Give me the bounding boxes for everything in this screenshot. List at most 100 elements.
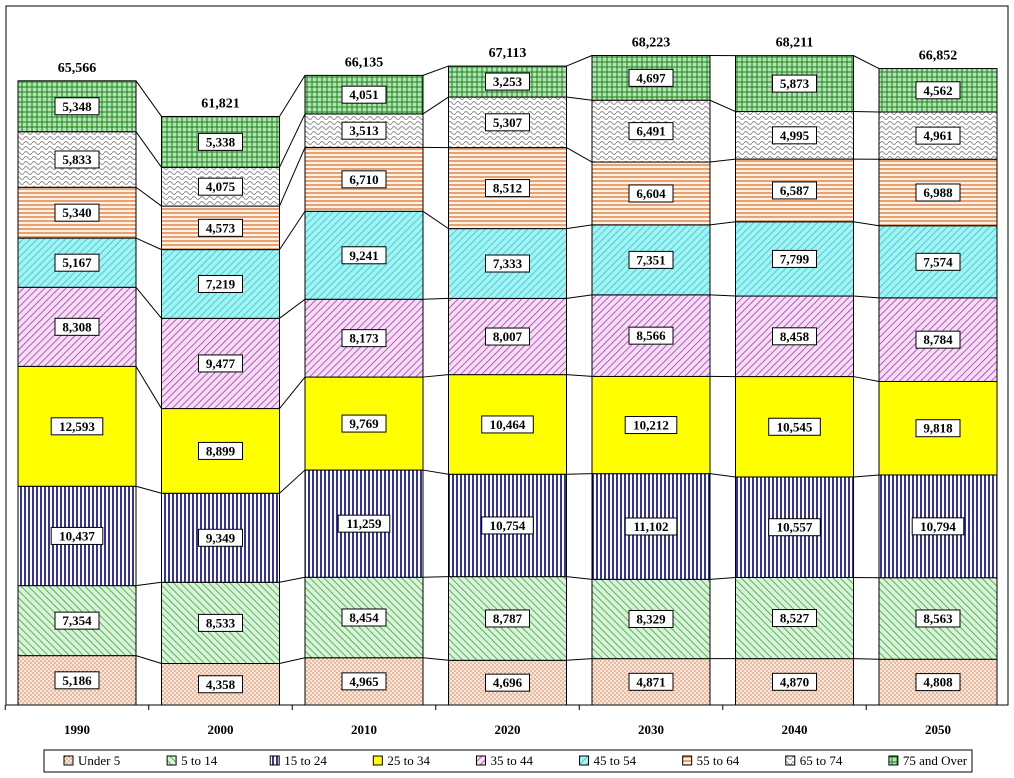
data-label-box bbox=[198, 274, 243, 293]
x-tick-label: 1990 bbox=[64, 722, 90, 737]
bar-segment-45-to-54-2000 bbox=[161, 249, 280, 319]
connector-line bbox=[279, 75, 306, 117]
data-label: 5,833 bbox=[62, 152, 92, 167]
data-label-box bbox=[485, 179, 530, 198]
connector-line bbox=[853, 221, 880, 227]
data-label-box bbox=[54, 253, 100, 272]
connector-line bbox=[853, 376, 880, 382]
data-label: 8,173 bbox=[349, 331, 379, 346]
connector-line bbox=[135, 366, 162, 409]
data-label: 6,604 bbox=[636, 186, 666, 201]
data-label: 7,574 bbox=[923, 254, 953, 269]
data-label: 4,995 bbox=[780, 128, 810, 143]
legend-label: 25 to 34 bbox=[387, 753, 430, 768]
connector-line bbox=[135, 485, 162, 494]
data-label-box bbox=[198, 613, 243, 632]
legend-swatch bbox=[269, 755, 280, 766]
total-label: 65,566 bbox=[58, 61, 97, 76]
legend-swatch bbox=[682, 755, 693, 766]
data-label-box bbox=[772, 181, 817, 200]
connector-line bbox=[422, 657, 449, 661]
data-label: 5,338 bbox=[206, 134, 236, 149]
data-label-box bbox=[772, 126, 817, 145]
data-label-box bbox=[915, 81, 961, 100]
data-label: 3,513 bbox=[349, 123, 379, 138]
data-label-box bbox=[628, 326, 674, 345]
data-label-box bbox=[50, 417, 104, 436]
connector-line bbox=[279, 469, 306, 494]
data-label-box bbox=[915, 330, 961, 349]
data-label-box bbox=[54, 150, 100, 169]
data-label: 8,566 bbox=[636, 328, 666, 343]
data-label: 4,075 bbox=[206, 179, 236, 194]
data-label: 3,253 bbox=[493, 74, 523, 89]
data-label-box bbox=[54, 317, 100, 336]
connector-line bbox=[709, 158, 736, 163]
data-label: 10,754 bbox=[490, 518, 526, 533]
data-label-box bbox=[772, 249, 817, 268]
data-label-box bbox=[628, 609, 674, 628]
data-label-box bbox=[337, 514, 391, 533]
connector-line bbox=[709, 221, 736, 226]
data-label-box bbox=[772, 327, 817, 346]
legend-label: 75 and Over bbox=[903, 753, 968, 768]
data-label-box bbox=[341, 170, 387, 189]
data-label-box bbox=[628, 250, 674, 269]
data-label: 7,333 bbox=[493, 256, 523, 271]
data-label: 8,784 bbox=[923, 332, 953, 347]
data-label-box bbox=[341, 246, 387, 265]
connector-line bbox=[709, 294, 736, 297]
data-label-box bbox=[628, 68, 674, 87]
data-label-box bbox=[198, 132, 243, 151]
data-label-box bbox=[628, 122, 674, 141]
data-label: 4,965 bbox=[349, 674, 379, 689]
data-label: 10,437 bbox=[59, 528, 95, 543]
data-label-box bbox=[485, 113, 530, 132]
connector-line bbox=[422, 65, 449, 76]
legend: Under 5 5 to 14 15 to 24 25 to 34 35 to 44 45… bbox=[43, 749, 973, 773]
connector-line bbox=[566, 55, 593, 67]
legend-label: Under 5 bbox=[78, 753, 120, 768]
data-label: 4,573 bbox=[206, 220, 236, 235]
data-label: 5,307 bbox=[493, 115, 523, 130]
data-label-box bbox=[768, 417, 821, 436]
data-label: 4,870 bbox=[780, 674, 809, 689]
data-label-box bbox=[772, 672, 817, 691]
connector-line bbox=[566, 576, 593, 580]
x-tick-label: 2020 bbox=[495, 722, 521, 737]
data-label-box bbox=[481, 516, 534, 535]
data-label-box bbox=[911, 517, 965, 536]
connector-line bbox=[135, 80, 162, 117]
connector-line bbox=[135, 131, 162, 168]
connector-line bbox=[135, 655, 162, 664]
total-label: 61,821 bbox=[201, 96, 240, 111]
connector-line bbox=[566, 224, 593, 230]
connector-line bbox=[853, 295, 880, 299]
total-label: 66,852 bbox=[919, 49, 958, 64]
data-label-box bbox=[341, 608, 387, 627]
data-label-box bbox=[341, 85, 387, 104]
data-label-box bbox=[915, 183, 961, 202]
data-label: 4,051 bbox=[349, 87, 378, 102]
data-label-box bbox=[624, 416, 678, 435]
data-label-box bbox=[54, 203, 100, 222]
connector-line bbox=[422, 96, 449, 115]
connector-line bbox=[566, 294, 593, 299]
connector-line bbox=[709, 473, 736, 478]
data-label-box bbox=[772, 609, 817, 628]
data-label: 10,212 bbox=[633, 418, 669, 433]
connector-line bbox=[709, 99, 736, 112]
connector-line bbox=[135, 286, 162, 319]
data-label: 10,794 bbox=[920, 519, 956, 534]
data-label: 5,348 bbox=[62, 99, 92, 114]
data-label: 4,871 bbox=[636, 674, 665, 689]
legend-label: 65 to 74 bbox=[800, 753, 843, 768]
data-label-box bbox=[768, 518, 821, 537]
data-label-box bbox=[198, 218, 243, 237]
data-label-box bbox=[481, 415, 534, 434]
data-label-box bbox=[485, 72, 530, 91]
data-label-box bbox=[915, 126, 961, 145]
connector-line bbox=[422, 469, 449, 475]
